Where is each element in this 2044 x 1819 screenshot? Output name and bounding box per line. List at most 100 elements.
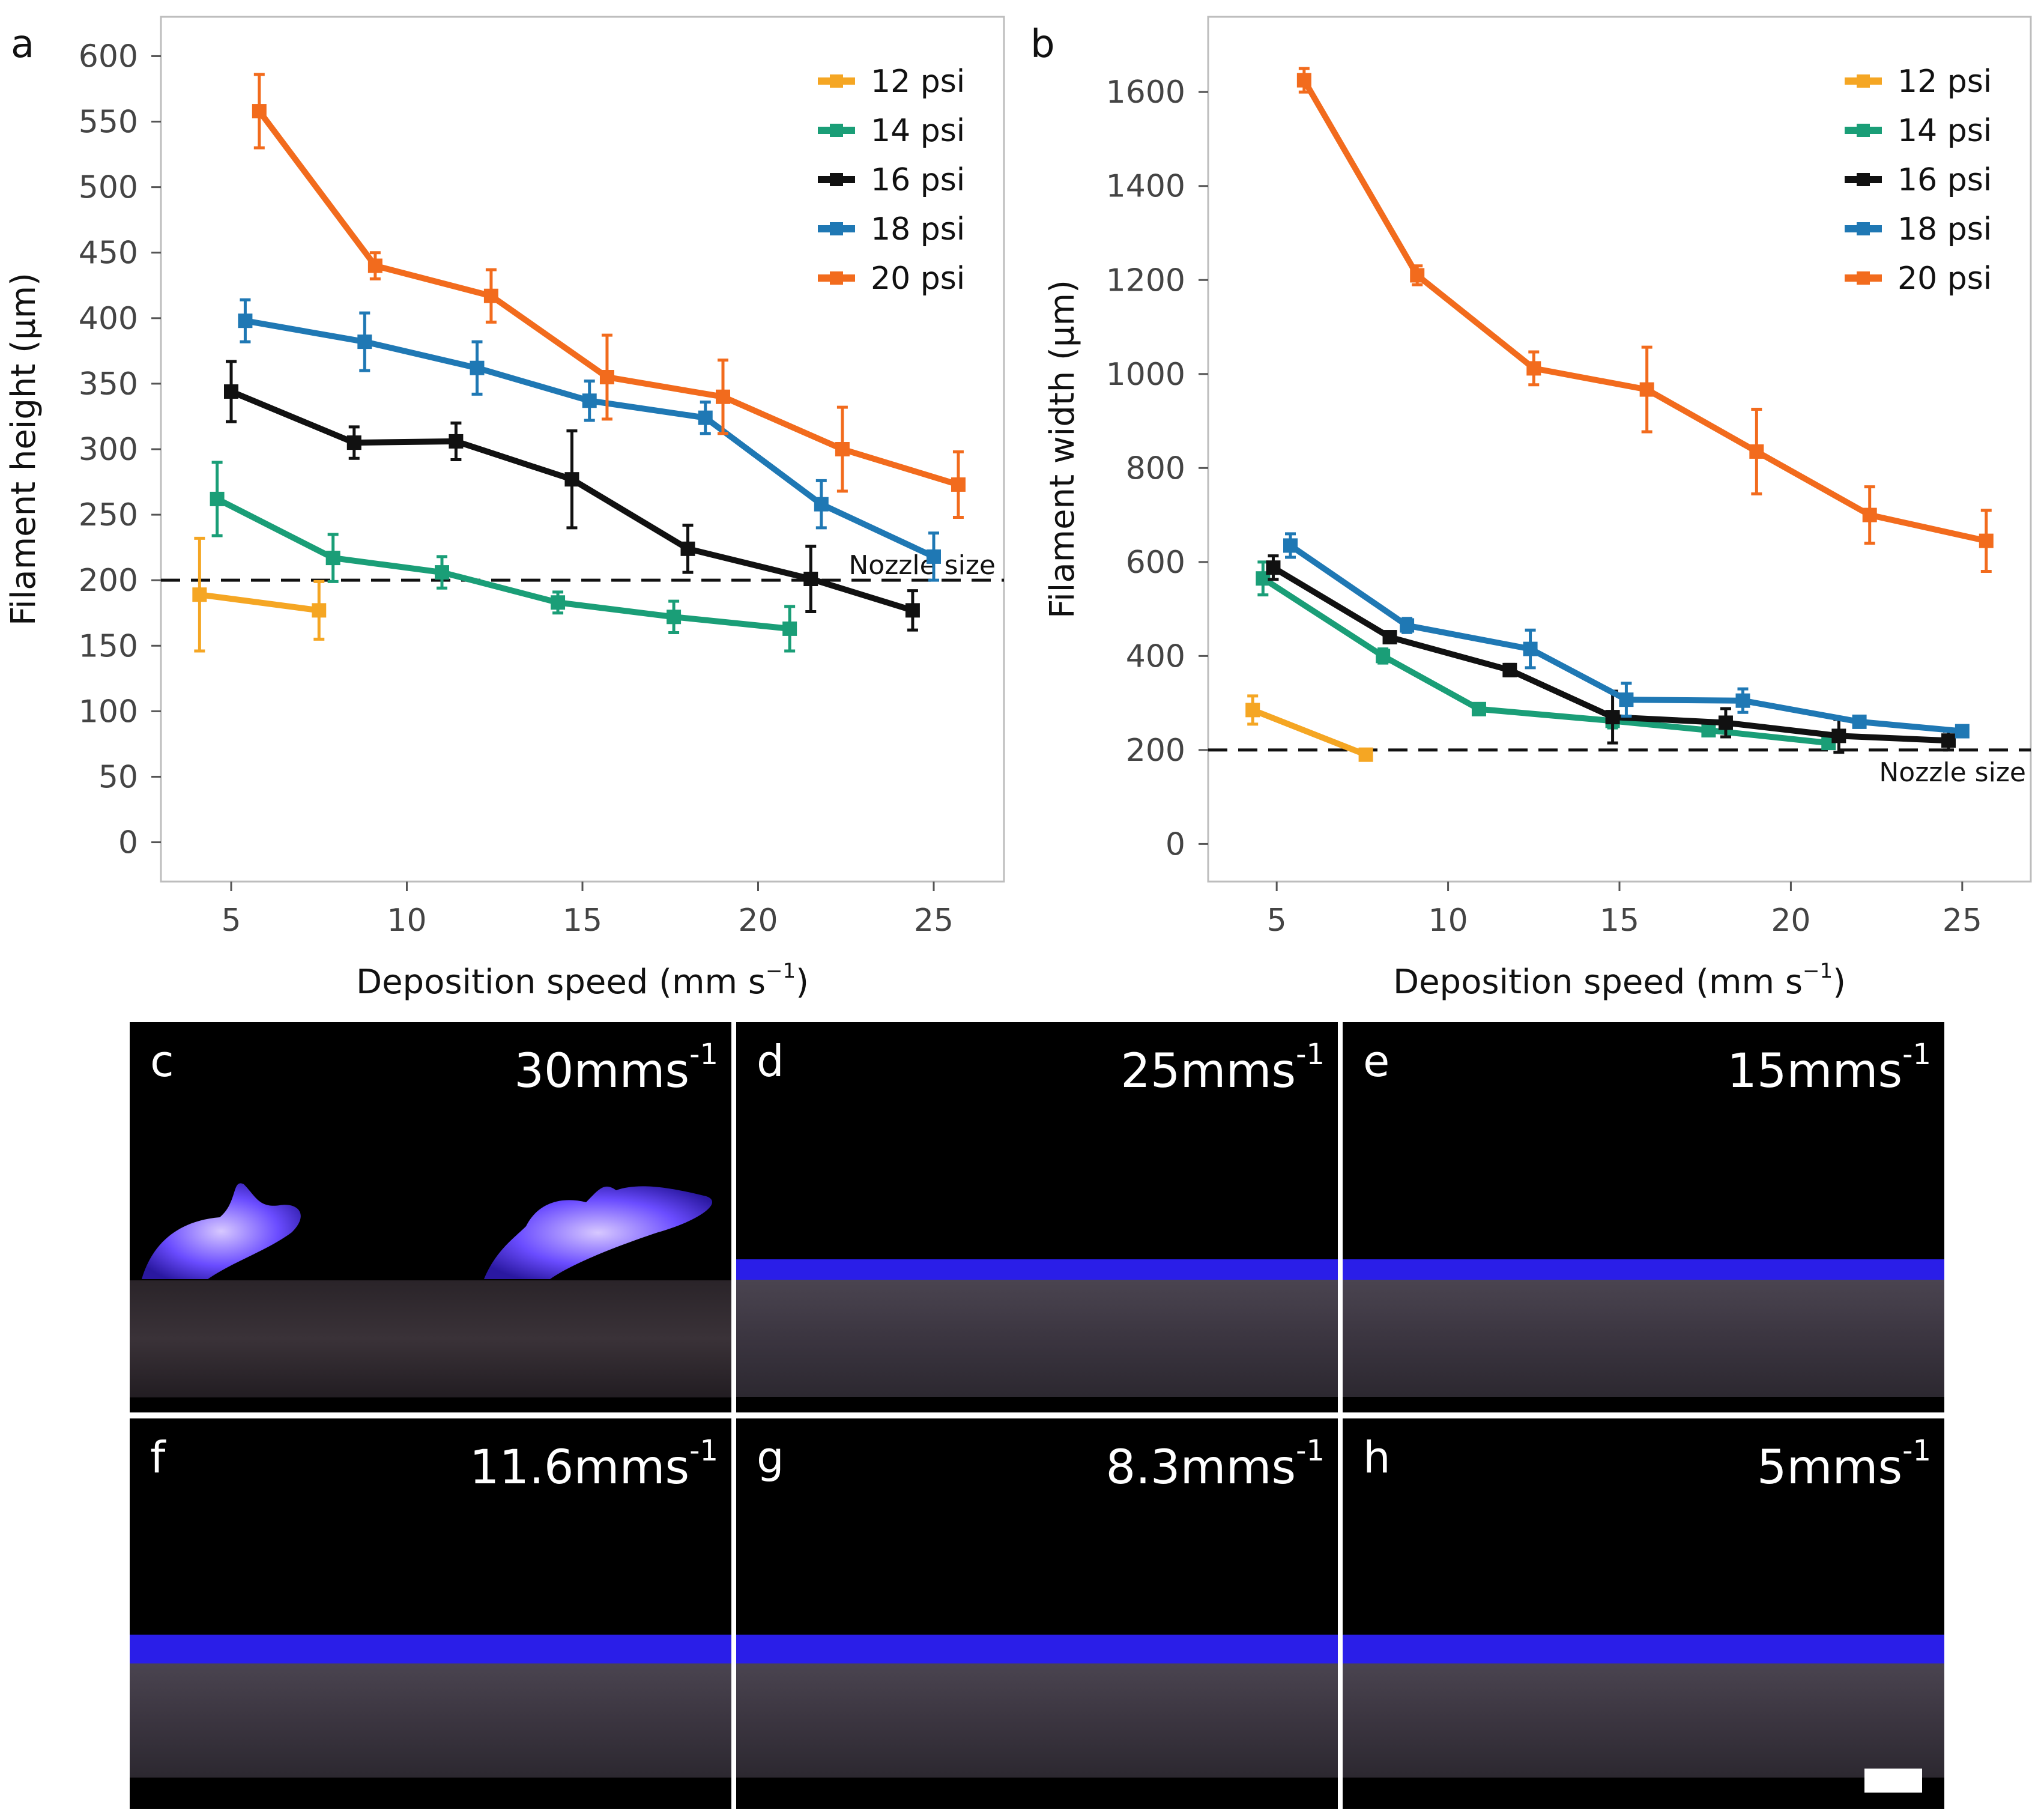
y-tick-label: 400: [1126, 638, 1185, 674]
legend: 12 psi 14 psi 16 psi 18 psi 20 psi: [818, 64, 965, 297]
data-point: [1358, 747, 1373, 762]
data-point: [367, 258, 382, 273]
photo-panel-d: d 25mms-1: [736, 1022, 1338, 1412]
x-axis-label: Deposition speed (mm s−1): [356, 959, 809, 1002]
speed-label: 11.6mms-1: [470, 1434, 718, 1495]
data-point: [470, 360, 485, 375]
data-point: [803, 572, 818, 586]
y-tick-label: 400: [79, 301, 138, 337]
data-point: [483, 288, 498, 303]
scale-bar: [1864, 1769, 1922, 1793]
y-axis-label: Filament width (µm): [1043, 280, 1082, 619]
data-point: [357, 334, 372, 350]
data-point: [1955, 724, 1970, 739]
speed-label: 8.3mms-1: [1105, 1434, 1325, 1495]
legend-marker: [1857, 222, 1870, 235]
y-tick-label: 1000: [1106, 357, 1185, 393]
x-tick-label: 15: [563, 903, 602, 939]
data-point: [1296, 73, 1311, 88]
data-point: [252, 104, 267, 119]
series-line: [1250, 707, 1369, 758]
data-point: [1941, 733, 1956, 748]
data-point: [1376, 649, 1391, 664]
data-point: [716, 389, 730, 404]
legend-label: 18 psi: [1897, 211, 1992, 247]
y-tick-label: 600: [79, 38, 138, 74]
data-point: [1410, 268, 1425, 283]
data-point: [1639, 382, 1654, 397]
series-14-psi: [1256, 560, 1836, 751]
data-point: [1283, 538, 1298, 553]
y-tick-label: 0: [118, 825, 138, 861]
nozzle-reference-label: Nozzle size: [1879, 757, 2026, 788]
legend-marker: [1857, 271, 1870, 285]
y-tick-label: 550: [79, 104, 138, 141]
x-tick-label: 15: [1600, 903, 1639, 939]
data-point: [582, 393, 597, 408]
series-18-psi: [238, 298, 941, 582]
legend-label: 18 psi: [871, 211, 965, 247]
data-point: [238, 313, 253, 328]
y-tick-label: 0: [1166, 826, 1185, 862]
x-tick-label: 5: [221, 903, 241, 939]
y-tick-label: 500: [79, 170, 138, 206]
legend-marker: [830, 173, 843, 186]
photo-panel-f: f 11.6mms-1: [130, 1418, 731, 1809]
data-point: [435, 565, 449, 580]
series-line: [256, 108, 961, 488]
printed-filament: [736, 1259, 1338, 1280]
legend-marker: [1857, 74, 1870, 88]
photo-panel-letter: d: [757, 1036, 784, 1086]
data-point: [680, 541, 695, 556]
printed-filament: [1343, 1635, 1944, 1663]
filament-droplet: [142, 1183, 301, 1279]
substrate: [1343, 1663, 1944, 1778]
data-point: [346, 435, 361, 450]
photo-panel-letter: h: [1363, 1432, 1391, 1483]
data-point: [1862, 507, 1877, 522]
data-point: [1471, 701, 1486, 716]
data-point: [599, 370, 614, 384]
photo-panel-h: h 5mms-1: [1343, 1418, 1944, 1809]
x-tick-label: 25: [1943, 903, 1982, 939]
data-point: [1266, 560, 1281, 575]
x-tick-label: 10: [1428, 903, 1468, 939]
data-point: [449, 434, 464, 449]
nozzle-reference-label: Nozzle size: [848, 550, 996, 581]
substrate: [736, 1280, 1338, 1397]
data-point: [1245, 703, 1260, 718]
series-16-psi: [224, 360, 920, 632]
y-tick-label: 250: [79, 497, 138, 533]
data-point: [210, 491, 225, 506]
filament-droplet: [484, 1186, 713, 1279]
substrate: [736, 1663, 1338, 1778]
data-point: [1619, 692, 1634, 707]
substrate: [130, 1663, 731, 1778]
printed-filament: [736, 1635, 1338, 1663]
photo-panel-c: c 30mms-1: [130, 1022, 731, 1412]
photo-panel-g: g 8.3mms-1: [736, 1418, 1338, 1809]
data-point: [951, 477, 966, 492]
y-tick-label: 300: [79, 432, 138, 468]
legend-label: 16 psi: [871, 162, 965, 198]
substrate: [1343, 1280, 1944, 1397]
data-point: [1852, 714, 1867, 729]
data-point: [927, 549, 941, 564]
data-point: [667, 610, 682, 625]
series-14-psi: [210, 461, 797, 653]
legend-marker: [830, 222, 843, 235]
y-tick-label: 1400: [1106, 169, 1185, 205]
data-point: [1831, 728, 1846, 743]
data-point: [312, 603, 327, 618]
legend-label: 12 psi: [1897, 64, 1992, 100]
y-tick-label: 200: [1126, 733, 1185, 769]
y-tick-label: 1200: [1106, 262, 1185, 298]
data-point: [1605, 710, 1620, 725]
legend-marker: [1857, 173, 1870, 186]
x-tick-label: 20: [1771, 903, 1810, 939]
data-point: [224, 384, 238, 399]
legend-label: 14 psi: [1897, 113, 1992, 149]
data-point: [782, 621, 797, 636]
speed-label: 30mms-1: [514, 1038, 718, 1098]
y-tick-label: 450: [79, 235, 138, 271]
